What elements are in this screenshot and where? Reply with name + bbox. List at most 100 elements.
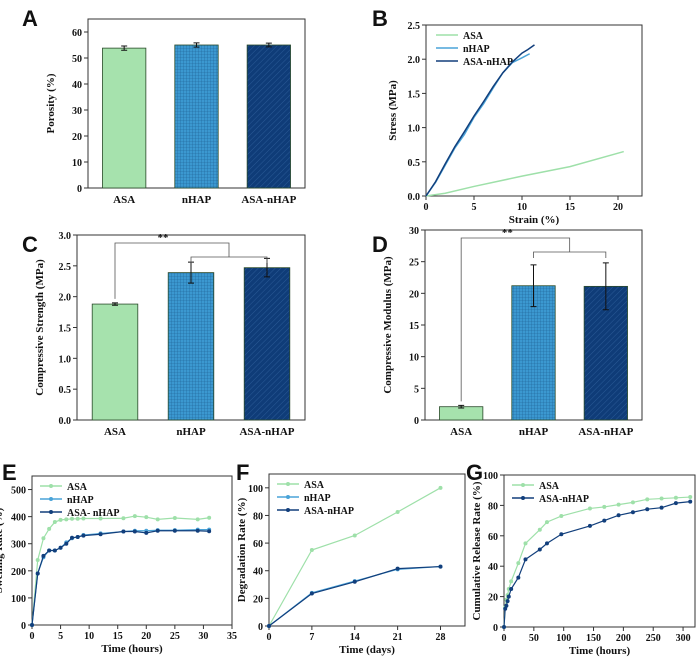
legend-marker	[49, 484, 53, 488]
x-tick-label: 0	[502, 633, 507, 644]
data-point	[544, 541, 549, 546]
x-tick-label: 21	[393, 632, 403, 643]
data-point	[132, 529, 137, 534]
series-line-asa-nhap	[425, 44, 535, 197]
data-point	[352, 579, 357, 584]
x-tick-label: 0	[424, 202, 429, 213]
y-tick-label: 0.0	[59, 416, 72, 427]
plot-frame	[503, 474, 696, 628]
y-tick-label: 400	[11, 513, 26, 524]
data-point	[659, 496, 664, 501]
legend-label: nHAP	[463, 44, 490, 55]
data-point	[195, 528, 200, 533]
x-axis-label: Time (days)	[339, 644, 395, 656]
y-tick-label: 3.0	[59, 231, 72, 242]
x-tick-label: ASA	[450, 426, 472, 438]
x-tick-label: nHAP	[176, 426, 206, 438]
panel-d: D 0 5 10 15 20 25 30 Compressive Modulus (MPa) AS…	[372, 226, 643, 438]
panel-label: A	[22, 6, 38, 31]
data-point	[70, 535, 74, 540]
legend-label: ASA	[539, 481, 560, 492]
data-point	[64, 517, 69, 522]
panel-c: C 0.0 0.5 1.0 1.5 2.0 2.5 3.0 Compressive Streng…	[22, 231, 306, 438]
data-point	[688, 495, 693, 500]
data-point	[506, 594, 511, 599]
x-tick-label: 25	[170, 631, 180, 642]
y-tick-label: 15	[409, 321, 419, 332]
data-point	[58, 545, 63, 550]
x-tick-label: nHAP	[519, 426, 549, 438]
legend-label: nHAP	[304, 493, 331, 504]
y-tick-label: 60	[72, 28, 82, 39]
series-line-asa	[503, 496, 691, 628]
legend-marker	[286, 482, 290, 486]
x-tick-label: 5	[472, 202, 477, 213]
y-tick-label: 0	[21, 621, 26, 632]
y-tick-label: 2.0	[59, 293, 72, 304]
data-point	[144, 530, 149, 535]
series-line-asa-nhap	[268, 565, 441, 627]
error-bar	[121, 45, 128, 51]
error-bar	[602, 262, 609, 311]
x-axis-label: Time (hours)	[569, 645, 631, 657]
data-point	[503, 606, 508, 611]
legend-marker	[49, 497, 53, 501]
x-tick-label: 15	[113, 631, 123, 642]
data-point	[64, 541, 69, 546]
significance-label: **	[158, 232, 170, 244]
y-tick-label: 30	[72, 106, 82, 117]
data-point	[195, 517, 200, 522]
data-point	[35, 571, 40, 576]
series-line-nhap	[268, 565, 441, 627]
data-point	[172, 528, 177, 533]
data-point	[58, 517, 63, 522]
x-tick-label: 0	[30, 631, 35, 642]
plot-frame	[425, 24, 643, 197]
legend-label: ASA	[304, 480, 325, 491]
y-tick-label: 2.0	[408, 55, 421, 66]
panel-label: E	[2, 460, 17, 485]
y-tick-label: 0	[414, 416, 419, 427]
x-tick-label: 15	[565, 202, 575, 213]
x-tick-label: ASA	[104, 426, 126, 438]
data-point	[98, 532, 103, 537]
data-point	[659, 505, 664, 510]
y-axis-label: Cumulative Release Rate (%)	[471, 481, 483, 620]
data-point	[121, 529, 126, 534]
data-point	[309, 548, 314, 552]
error-bar	[265, 42, 272, 48]
bar-nhap	[511, 285, 556, 421]
y-tick-label: 40	[488, 562, 498, 573]
data-point	[47, 548, 52, 553]
x-tick-label: 20	[613, 202, 623, 213]
y-tick-label: 0	[77, 184, 82, 195]
panel-a: A 0 10 20 30 40 50 60 Porosity (%) ASA nHAP ASA-nHA…	[22, 6, 306, 206]
y-tick-label: 60	[488, 532, 498, 543]
x-tick-label: 20	[141, 631, 151, 642]
y-axis-label: Stress (MPa)	[387, 80, 399, 141]
bar-nhap	[167, 272, 215, 421]
x-tick-label: 35	[227, 631, 237, 642]
x-tick-label: 7	[309, 632, 314, 643]
significance-bracket	[114, 242, 268, 299]
data-point	[30, 623, 34, 627]
y-tick-label: 25	[409, 258, 419, 269]
data-point	[523, 541, 528, 546]
x-tick-label: 10	[517, 202, 527, 213]
x-tick-label: ASA-nHAP	[239, 426, 294, 438]
y-tick-label: 40	[253, 567, 263, 578]
x-axis-label: Strain (%)	[509, 214, 560, 226]
y-tick-label: 10	[409, 353, 419, 364]
y-tick-label: 50	[72, 54, 82, 65]
y-tick-label: 0	[493, 623, 498, 634]
data-point	[616, 502, 621, 507]
error-bar	[458, 404, 465, 409]
y-tick-label: 0.5	[59, 385, 72, 396]
data-point	[352, 533, 357, 538]
x-tick-label: ASA-nHAP	[578, 426, 633, 438]
bar-nhap	[174, 44, 219, 189]
y-axis-label: Compressive Strength (MPa)	[34, 259, 46, 396]
data-point	[207, 529, 212, 534]
